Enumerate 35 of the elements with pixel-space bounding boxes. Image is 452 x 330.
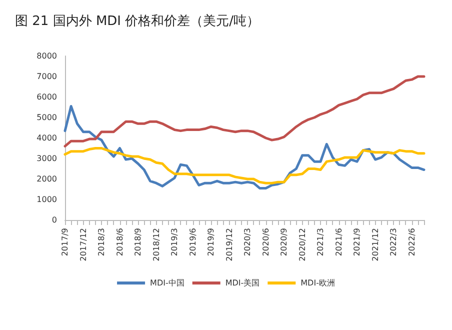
line-series: [64, 75, 426, 148]
x-tick-label: 2018/12: [152, 228, 161, 262]
x-tick-label: 2021/3: [316, 228, 326, 256]
y-tick-label: 2000: [36, 174, 57, 184]
x-tick-label: 2019/3: [170, 228, 180, 256]
x-tick-label: 2021/12: [370, 228, 380, 262]
x-tick-label: 2020/9: [280, 228, 289, 256]
legend-label: MDI-美国: [225, 278, 260, 288]
x-tick-label: 2020/12: [298, 228, 307, 262]
legend-label: MDI-欧洲: [300, 278, 335, 288]
line-series: [64, 147, 426, 184]
chart-title: 图 21 国内外 MDI 价格和价差（美元/吨）: [15, 13, 260, 29]
x-tick-label: 2018/3: [97, 228, 106, 256]
y-tick-label: 5000: [36, 113, 57, 122]
y-tick-label: 4000: [36, 134, 57, 142]
x-tick-label: 2021/6: [334, 228, 344, 256]
y-tick-label: 3000: [36, 154, 57, 163]
x-tick-label: 2022/3: [389, 228, 398, 256]
x-tick-label: 2019/9: [206, 228, 216, 256]
y-tick-label: 1000: [36, 195, 57, 204]
y-tick-label: 7000: [36, 72, 57, 81]
x-tick-label: 2018/9: [134, 228, 143, 256]
x-tick-label: 2021/9: [352, 228, 362, 256]
legend-label: MDI-中国: [150, 278, 184, 288]
x-tick-label: 2019/12: [224, 228, 234, 262]
x-tick-label: 2018/6: [115, 228, 124, 256]
x-tick-label: 2017/12: [78, 228, 88, 262]
y-tick-label: 8000: [36, 52, 57, 60]
x-tick-label: 2020/3: [243, 228, 252, 256]
x-tick-label: 2022/6: [407, 228, 416, 256]
y-tick-label: 0: [52, 216, 57, 224]
x-tick-label: 2019/6: [188, 228, 198, 256]
y-tick-label: 6000: [36, 92, 57, 102]
x-tick-label: 2020/6: [261, 228, 270, 256]
x-tick-label: 2017/9: [60, 228, 70, 256]
